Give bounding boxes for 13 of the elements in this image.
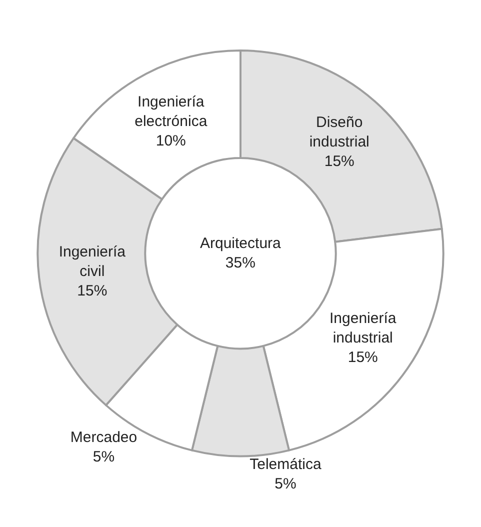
data-label: 15% [324,152,354,170]
slice-label: Mercadeo [70,429,138,446]
data-label: 5% [274,476,296,493]
slice-label: Ingeniería civil [58,243,126,280]
data-label: 10% [156,132,186,150]
slice-label: Telemática [250,456,322,474]
slice-label: Ingeniería industrial [330,310,397,347]
data-label: 15% [77,282,108,300]
data-label: 15% [348,349,378,366]
slice-label: Ingeniería electrónica [134,93,208,130]
slice-label: Diseño industrial [309,114,370,150]
text: Arquitectura 35% [200,235,282,272]
data-label: 5% [92,448,115,466]
